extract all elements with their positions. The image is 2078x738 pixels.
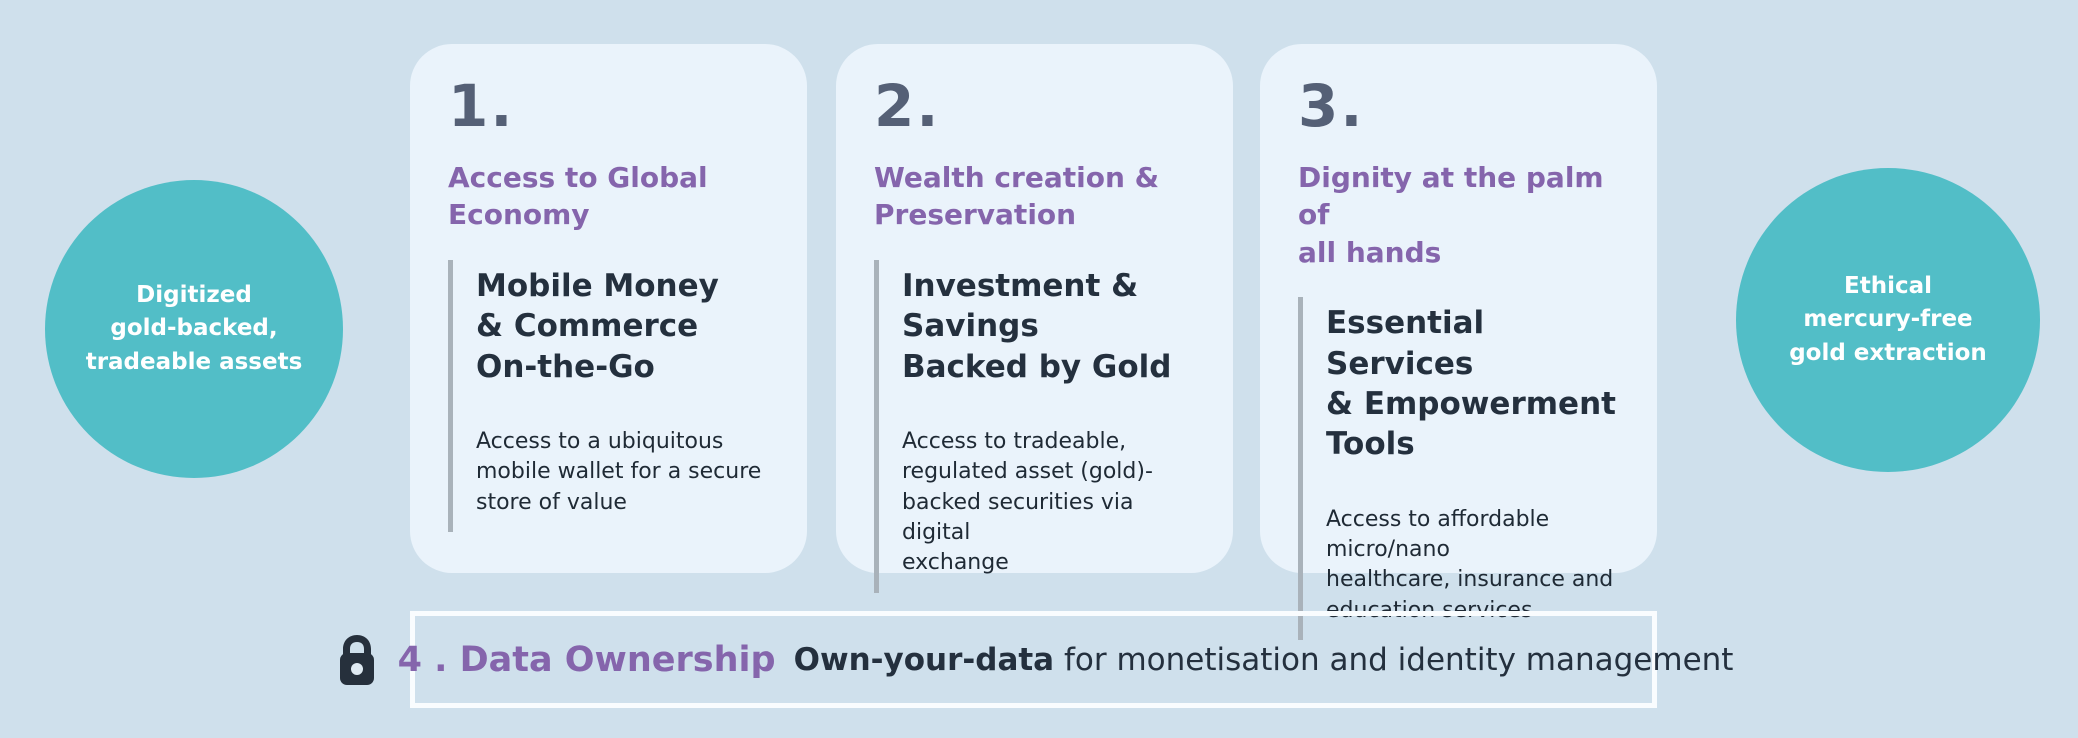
- card-subtitle: Mobile Money & Commerce On-the-Go: [476, 267, 719, 385]
- card-access-global-economy: 1. Access to Global Economy Mobile Money…: [410, 44, 807, 573]
- monetisation-text: for monetisation and identity management: [1063, 641, 1734, 678]
- data-ownership-title: 4 . Data Ownership: [397, 639, 776, 680]
- data-ownership-banner: 4 . Data Ownership Own-your-data for mon…: [339, 611, 1733, 708]
- card-content: Essential Services & Empowerment Tools A…: [1298, 297, 1627, 641]
- card-subtitle: Investment & Savings Backed by Gold: [902, 267, 1172, 385]
- lock-icon: [334, 632, 380, 688]
- card-content: Investment & Savings Backed by Gold Acce…: [874, 259, 1203, 593]
- ethical-extraction-label: Ethical mercury-free gold extraction: [1789, 272, 1987, 366]
- own-your-data-text: Own-your-data: [793, 641, 1055, 678]
- digitized-assets-circle: Digitized gold-backed, tradeable assets: [45, 180, 343, 478]
- card-body: Access to tradeable, regulated asset (go…: [902, 428, 1153, 576]
- card-number: 2.: [874, 72, 941, 140]
- card-subtitle: Essential Services & Empowerment Tools: [1326, 305, 1616, 463]
- card-number: 3.: [1298, 72, 1365, 140]
- card-content: Mobile Money & Commerce On-the-Go Access…: [448, 259, 777, 532]
- digitized-assets-label: Digitized gold-backed, tradeable assets: [85, 281, 303, 375]
- ethical-extraction-circle: Ethical mercury-free gold extraction: [1736, 168, 2040, 472]
- card-title: Dignity at the palm of all hands: [1298, 160, 1604, 269]
- card-wealth-creation: 2. Wealth creation & Preservation Invest…: [836, 44, 1233, 593]
- card-dignity: 3. Dignity at the palm of all hands Esse…: [1260, 44, 1657, 641]
- card-title: Wealth creation & Preservation: [874, 160, 1160, 232]
- data-ownership-description: Own-your-data for monetisation and ident…: [794, 642, 1734, 678]
- card-number: 1.: [448, 72, 515, 140]
- card-title: Access to Global Economy: [448, 160, 708, 232]
- card-body: Access to a ubiquitous mobile wallet for…: [476, 428, 762, 515]
- card-body: Access to affordable micro/nano healthca…: [1326, 506, 1614, 623]
